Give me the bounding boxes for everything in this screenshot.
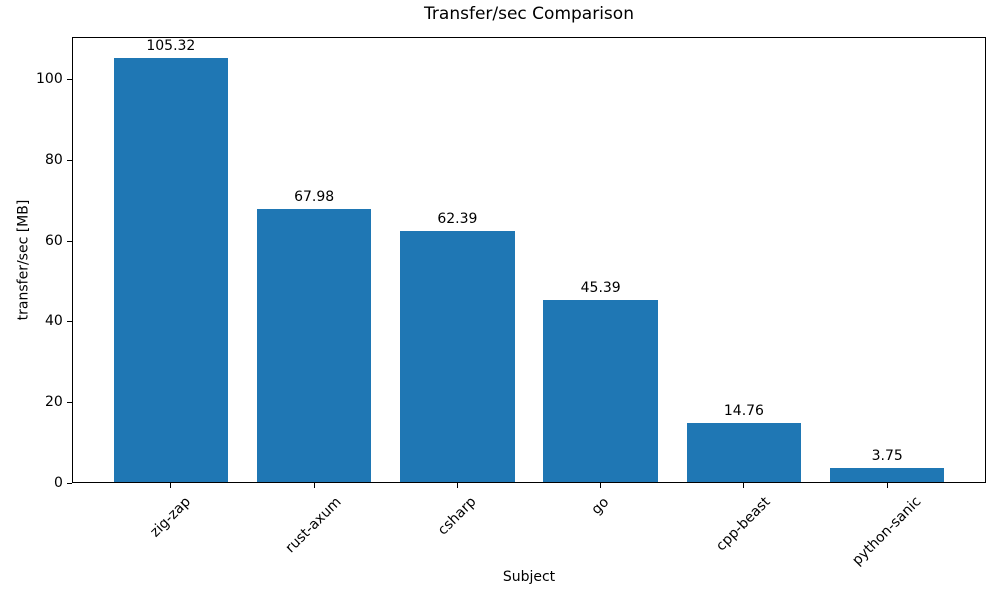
y-tick-label: 20 — [45, 393, 63, 410]
bar — [113, 58, 229, 483]
plot-frame — [72, 37, 986, 483]
bar-value-label: 14.76 — [723, 403, 764, 420]
bar — [400, 231, 515, 483]
y-axis-label: transfer/sec [MB] — [15, 199, 32, 321]
y-tick-label: 80 — [45, 151, 63, 168]
x-tick-mark — [170, 483, 172, 488]
y-tick-mark — [67, 401, 72, 403]
bar-value-label: 67.98 — [294, 188, 335, 205]
y-tick-mark — [67, 240, 72, 242]
y-tick-label: 0 — [54, 474, 63, 491]
y-tick-label: 60 — [45, 232, 63, 249]
chart-title: Transfer/sec Comparison — [424, 4, 634, 24]
x-tick-mark — [886, 483, 888, 488]
x-tick-label: go — [588, 493, 613, 518]
bar — [829, 467, 945, 483]
x-tick-mark — [600, 483, 602, 488]
bar-value-label: 45.39 — [580, 279, 621, 296]
y-tick-mark — [67, 482, 72, 484]
y-tick-label: 40 — [45, 313, 63, 330]
x-tick-mark — [313, 483, 315, 488]
x-axis-label: Subject — [502, 569, 556, 585]
y-tick-label: 100 — [36, 71, 63, 88]
x-tick-mark — [743, 483, 745, 488]
bar — [686, 423, 802, 483]
bar-value-label: 105.32 — [146, 38, 196, 55]
x-tick-label: csharp — [434, 493, 480, 539]
bar-value-label: 3.75 — [871, 447, 903, 464]
bar-value-label: 62.39 — [437, 211, 478, 228]
bar — [256, 208, 372, 483]
x-tick-mark — [456, 483, 458, 488]
x-tick-label: zig-zap — [147, 493, 194, 541]
y-tick-mark — [67, 159, 72, 161]
x-tick-label: cpp-beast — [713, 493, 774, 555]
y-tick-mark — [67, 321, 72, 323]
bar — [543, 299, 658, 483]
y-tick-mark — [67, 79, 72, 81]
x-tick-label: python-sanic — [849, 493, 925, 570]
x-tick-label: rust-axum — [282, 494, 345, 557]
